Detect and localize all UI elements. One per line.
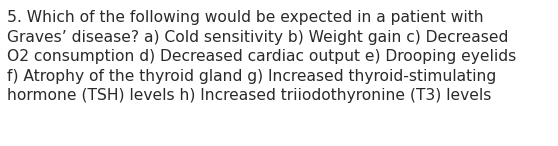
Text: 5. Which of the following would be expected in a patient with
Graves’ disease? a: 5. Which of the following would be expec… [7,10,516,103]
